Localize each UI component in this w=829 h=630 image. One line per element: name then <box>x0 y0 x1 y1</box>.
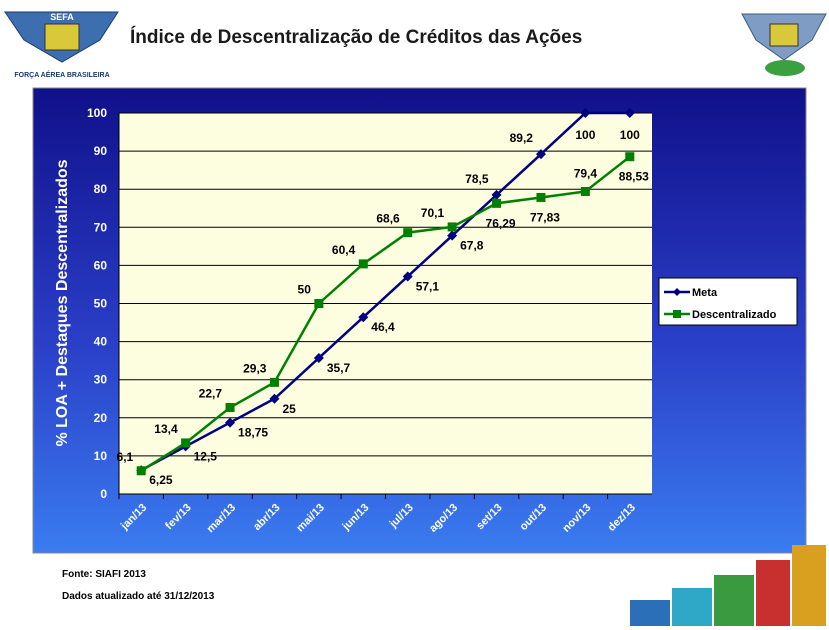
marker <box>358 259 368 269</box>
decorative-bars <box>630 545 826 626</box>
marker <box>580 108 591 118</box>
marker <box>225 417 236 428</box>
y-tick-label: 20 <box>94 411 108 425</box>
legend-label: Meta <box>692 287 718 299</box>
data-label: 46,4 <box>371 320 395 334</box>
marker <box>491 189 502 200</box>
data-label: 18,75 <box>238 426 268 440</box>
data-label: 13,4 <box>154 422 178 436</box>
series-line <box>140 111 630 472</box>
data-label: 88,53 <box>619 170 649 184</box>
footer-source: Fonte: SIAFI 2013 <box>62 569 146 580</box>
marker <box>358 312 369 323</box>
marker <box>624 108 635 118</box>
data-label: 25 <box>282 402 296 416</box>
data-label: 35,7 <box>327 361 351 375</box>
y-tick-label: 80 <box>94 182 108 196</box>
y-axis-title: % LOA + Destaques Descentralizados <box>54 159 71 446</box>
legend-label: Descentralizado <box>692 309 777 321</box>
marker <box>313 352 324 363</box>
y-tick-label: 90 <box>94 144 108 158</box>
logo-caption: FORÇA AÉREA BRASILEIRA <box>14 70 109 79</box>
data-label: 22,7 <box>199 387 223 401</box>
series-line <box>140 155 631 472</box>
data-label: 100 <box>620 128 640 142</box>
legend-box <box>658 277 798 326</box>
y-tick-label: 10 <box>94 449 108 463</box>
data-label: 57,1 <box>416 279 440 293</box>
marker <box>269 393 280 404</box>
legend-marker <box>673 310 681 318</box>
marker <box>225 403 235 413</box>
marker <box>447 230 458 241</box>
y-tick-label: 100 <box>87 106 107 120</box>
data-label: 77,83 <box>530 210 560 224</box>
data-label: 79,4 <box>574 166 598 180</box>
data-label: 60,4 <box>332 243 356 257</box>
logo-right <box>741 13 827 76</box>
data-label: 50 <box>298 283 312 297</box>
data-label: 12,5 <box>194 449 218 463</box>
data-label: 70,1 <box>421 206 445 220</box>
marker <box>181 438 191 448</box>
data-label: 78,5 <box>465 172 489 186</box>
marker <box>402 271 413 282</box>
data-label: 29,3 <box>243 361 267 375</box>
data-label: 100 <box>575 128 595 142</box>
marker <box>580 186 590 196</box>
marker <box>536 192 546 202</box>
marker <box>535 149 546 160</box>
marker <box>314 299 324 308</box>
data-label: 76,29 <box>486 216 516 230</box>
data-label: 6,1 <box>117 450 134 464</box>
y-tick-label: 40 <box>94 335 108 349</box>
data-label: 89,2 <box>510 131 534 145</box>
marker <box>492 198 502 208</box>
slide-title: Índice de Descentralização de Créditos d… <box>130 26 582 48</box>
data-label: 6,25 <box>149 473 173 487</box>
y-tick-label: 30 <box>94 373 108 387</box>
data-label: 67,8 <box>460 239 484 253</box>
marker <box>447 222 457 232</box>
y-tick-label: 50 <box>94 297 108 311</box>
footer-updated: Dados atualizado até 31/12/2013 <box>62 591 215 602</box>
data-label: 68,6 <box>376 212 400 226</box>
logo-text: SEFA <box>50 12 74 22</box>
logo-left: SEFA FORÇA AÉREA BRASILEIRA <box>4 11 119 79</box>
y-tick-label: 0 <box>100 487 107 501</box>
legend-marker <box>673 288 681 296</box>
y-tick-label: 70 <box>94 220 108 234</box>
marker <box>269 377 279 387</box>
marker <box>136 466 146 476</box>
marker <box>625 152 635 162</box>
y-tick-label: 60 <box>94 258 108 272</box>
marker <box>403 228 413 238</box>
